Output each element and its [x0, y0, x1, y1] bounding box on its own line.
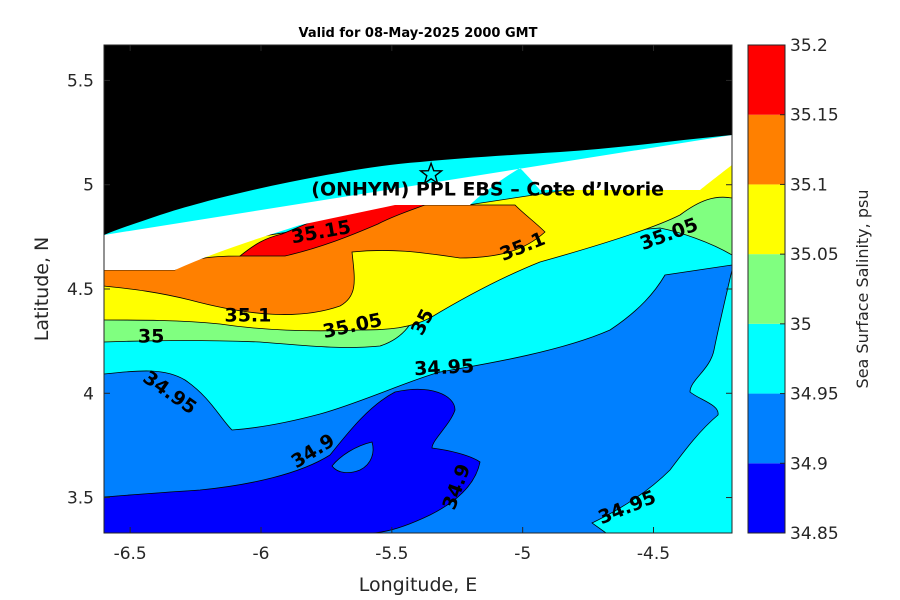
contour-label: 35 — [138, 325, 164, 347]
x-tick-label: -6 — [253, 544, 270, 564]
contour-label: 34.95 — [414, 355, 475, 380]
salinity-band-35-1 — [104, 204, 546, 315]
colorbar-label: Sea Surface Salinity, psu — [853, 190, 872, 389]
colorbar-tick-label: 35 — [790, 315, 812, 335]
x-axis: -6.5 -6 -5.5 -5 -4.5 — [114, 45, 670, 564]
x-tick-label: -4.5 — [637, 544, 670, 564]
site-label: (ONHYM) PPL EBS – Cote d’Ivorie — [311, 178, 664, 200]
salinity-lobe-34-95-east — [591, 269, 732, 533]
chart-title: Valid for 08-May-2025 2000 GMT — [299, 26, 538, 41]
colorbar-swatch — [748, 45, 785, 115]
y-axis: 3.5 4 4.5 5 5.5 — [67, 71, 732, 509]
colorbar-frame — [747, 44, 786, 534]
colorbar: 34.85 34.9 34.95 35 35.05 35.1 35.15 35.2 — [747, 36, 839, 544]
y-tick-label: 4 — [83, 384, 94, 404]
salinity-island-34-9 — [331, 441, 374, 474]
colorbar-swatch — [748, 393, 785, 464]
colorbar-tick-label: 35.1 — [790, 175, 828, 195]
y-axis-label: Latitude, N — [31, 237, 53, 342]
land-mass — [104, 45, 732, 235]
x-tick-label: -5 — [514, 544, 531, 564]
x-tick-label: -5.5 — [375, 544, 408, 564]
colorbar-tick-label: 34.85 — [790, 524, 839, 544]
y-tick-label: 4.5 — [67, 280, 94, 300]
colorbar-swatch — [748, 463, 785, 533]
colorbar-swatch — [748, 254, 785, 324]
colorbar-tick-label: 34.9 — [790, 454, 828, 474]
y-tick-label: 5 — [83, 176, 94, 196]
site-marker: (ONHYM) PPL EBS – Cote d’Ivorie — [311, 161, 664, 200]
plot-area — [104, 45, 732, 533]
colorbar-swatch — [748, 114, 785, 185]
x-axis-label: Longitude, E — [359, 574, 478, 596]
coastal-no-data-strip — [104, 135, 732, 270]
x-tick-label: -6.5 — [114, 544, 147, 564]
contour-label: 35.1 — [224, 305, 271, 327]
salinity-band-34-85 — [104, 388, 481, 533]
colorbar-tick-label: 35.15 — [790, 106, 839, 126]
star-icon — [418, 161, 444, 185]
colorbar-tick-label: 34.95 — [790, 385, 839, 405]
colorbar-tick-label: 35.2 — [790, 36, 828, 56]
colorbar-swatch — [748, 323, 785, 394]
colorbar-tick-label: 35.05 — [790, 245, 839, 265]
colorbar-swatch — [748, 184, 785, 255]
y-tick-label: 3.5 — [67, 489, 94, 509]
y-tick-label: 5.5 — [67, 71, 94, 91]
